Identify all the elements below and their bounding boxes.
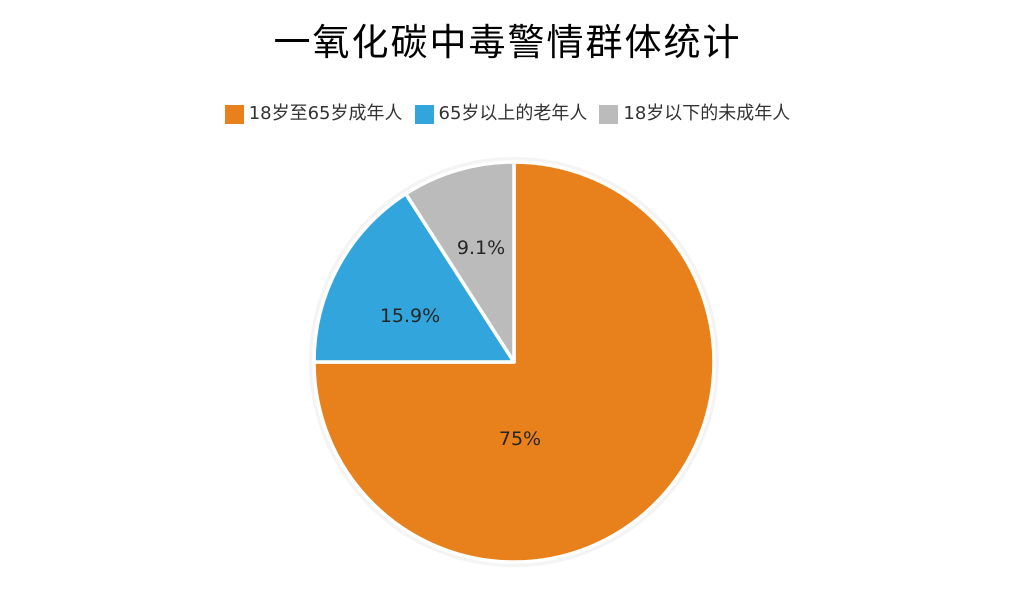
legend: 18岁至65岁成年人 65岁以上的老年人 18岁以下的未成年人: [0, 101, 1015, 127]
legend-swatch-icon: [414, 104, 434, 124]
legend-swatch-icon: [599, 104, 619, 124]
slice-label-adults: 75%: [498, 428, 542, 450]
chart-title: 一氧化碳中毒警情群体统计: [273, 21, 742, 64]
pie-slice-2: [404, 160, 516, 364]
legend-label-adults: 18岁至65岁成年人: [248, 103, 403, 124]
slice-label-elderly: 15.9%: [379, 305, 441, 327]
legend-label-elderly: 65岁以上的老年人: [438, 103, 588, 124]
legend-item-minors: 18岁以下的未成年人: [599, 101, 790, 127]
pie-chart: [308, 156, 720, 568]
legend-swatch-icon: [224, 104, 244, 124]
legend-item-elderly: 65岁以上的老年人: [414, 101, 588, 127]
legend-label-minors: 18岁以下的未成年人: [623, 103, 791, 124]
pie-outer-ring: [309, 157, 719, 567]
legend-item-adults: 18岁至65岁成年人: [224, 101, 403, 127]
pie-slice-1: [312, 192, 516, 364]
slice-label-minors: 9.1%: [456, 237, 506, 259]
pie-slice-0: [312, 160, 716, 564]
pie-chart-svg: [309, 157, 719, 567]
